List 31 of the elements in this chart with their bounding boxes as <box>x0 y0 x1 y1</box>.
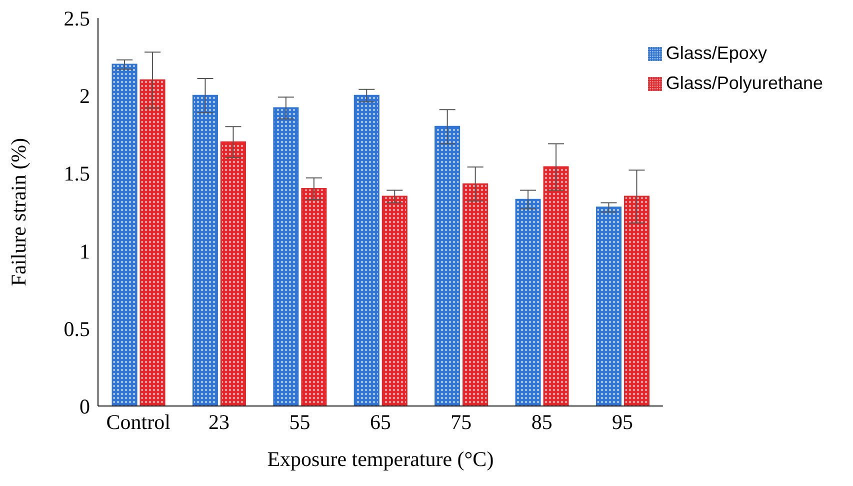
x-tick-label: 75 <box>450 410 472 434</box>
bar <box>220 141 246 406</box>
x-tick-label: Control <box>106 410 171 434</box>
bar <box>192 94 218 406</box>
bar <box>140 79 166 406</box>
y-axis-title: Failure strain (%) <box>6 138 30 286</box>
x-tick-label: 95 <box>612 410 634 434</box>
y-tick-label: 2.5 <box>64 6 90 30</box>
bar <box>515 198 541 406</box>
bar <box>543 166 569 406</box>
x-tick-label: 85 <box>531 410 552 434</box>
bar <box>596 206 622 406</box>
legend-label: Glass/Polyurethane <box>666 73 823 93</box>
bar <box>434 126 460 406</box>
y-tick-label: 1.5 <box>64 162 90 186</box>
x-tick-label: 23 <box>208 410 230 434</box>
legend-label: Glass/Epoxy <box>666 43 767 63</box>
bar <box>624 196 650 406</box>
x-axis-title: Exposure temperature (°C) <box>267 447 494 471</box>
bar <box>112 64 138 406</box>
x-tick-label: 65 <box>370 410 391 434</box>
y-tick-label: 2 <box>80 84 90 108</box>
bar <box>382 196 408 406</box>
bar <box>462 183 488 406</box>
y-tick-label: 0 <box>80 394 90 418</box>
bar <box>301 188 327 406</box>
y-tick-label: 0.5 <box>64 316 90 341</box>
x-tick-label: 55 <box>289 410 310 434</box>
y-tick-label: 1 <box>80 239 90 264</box>
bar <box>354 94 380 406</box>
bar <box>273 107 299 406</box>
